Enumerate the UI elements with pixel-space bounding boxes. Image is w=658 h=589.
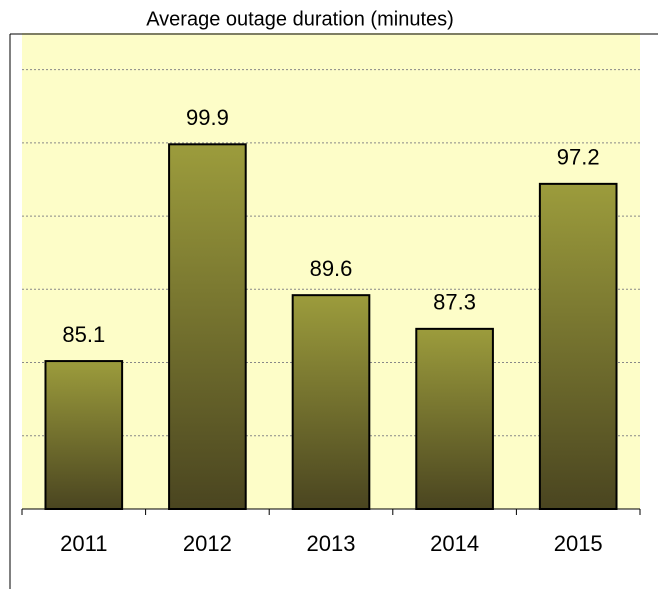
value-label: 97.2 xyxy=(557,145,600,170)
x-tick-label: 2015 xyxy=(554,531,603,556)
bar xyxy=(415,327,494,510)
bar xyxy=(291,294,371,511)
bar xyxy=(538,182,618,510)
x-tick-label: 2013 xyxy=(307,531,356,556)
value-label: 87.3 xyxy=(433,290,476,315)
x-tick-label: 2011 xyxy=(60,531,107,556)
bar xyxy=(44,360,124,510)
chart-title: Average outage duration (minutes) xyxy=(146,8,454,30)
x-tick-label: 2012 xyxy=(183,531,232,556)
x-tick-label: 2014 xyxy=(430,531,479,556)
value-label: 85.1 xyxy=(62,322,105,347)
bar xyxy=(168,143,247,511)
value-label: 89.6 xyxy=(310,256,353,281)
value-label: 99.9 xyxy=(186,105,229,130)
